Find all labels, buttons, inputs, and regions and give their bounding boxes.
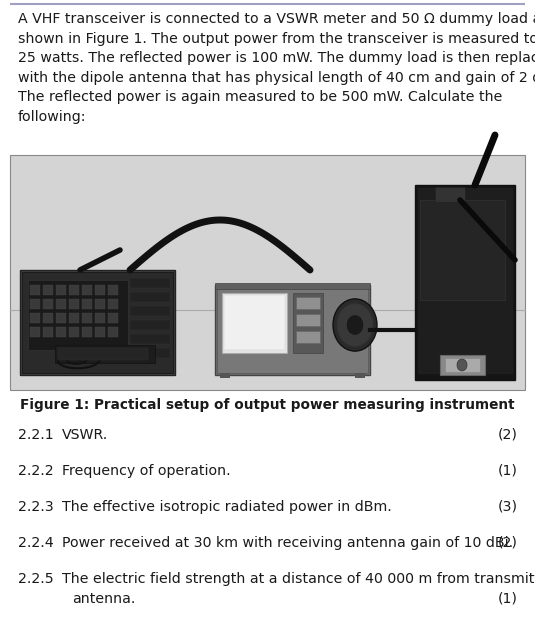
- Bar: [108, 285, 118, 295]
- Text: (1): (1): [498, 592, 518, 606]
- Text: (1): (1): [498, 464, 518, 478]
- Bar: [217, 287, 368, 373]
- Bar: [440, 355, 485, 375]
- Bar: [30, 313, 40, 323]
- Bar: [43, 327, 53, 337]
- Bar: [220, 373, 230, 378]
- Text: 2.2.3: 2.2.3: [18, 500, 54, 514]
- Bar: [296, 331, 320, 343]
- Bar: [56, 313, 66, 323]
- Bar: [82, 327, 92, 337]
- Bar: [69, 313, 79, 323]
- Bar: [130, 306, 170, 316]
- Bar: [22, 272, 173, 373]
- Bar: [296, 314, 320, 326]
- Text: 2.2.4: 2.2.4: [18, 536, 54, 550]
- Text: 2.2.1: 2.2.1: [18, 428, 54, 442]
- Bar: [108, 313, 118, 323]
- Text: VSWR.: VSWR.: [62, 428, 108, 442]
- Bar: [420, 200, 505, 300]
- Bar: [95, 299, 105, 309]
- Text: 2.2.2: 2.2.2: [18, 464, 54, 478]
- Bar: [43, 299, 53, 309]
- Bar: [56, 285, 66, 295]
- Bar: [95, 327, 105, 337]
- Bar: [10, 155, 525, 390]
- Bar: [95, 285, 105, 295]
- Bar: [56, 327, 66, 337]
- Text: A VHF transceiver is connected to a VSWR meter and 50 Ω dummy load as: A VHF transceiver is connected to a VSWR…: [18, 12, 535, 26]
- Bar: [224, 295, 285, 350]
- Bar: [43, 313, 53, 323]
- Bar: [30, 299, 40, 309]
- Bar: [445, 358, 480, 372]
- Bar: [58, 348, 148, 360]
- Circle shape: [333, 299, 377, 351]
- Text: with the dipole antenna that has physical length of 40 cm and gain of 2 dBd.: with the dipole antenna that has physica…: [18, 70, 535, 84]
- Bar: [130, 334, 170, 344]
- Circle shape: [347, 316, 363, 335]
- Bar: [95, 313, 105, 323]
- Bar: [435, 187, 465, 202]
- Text: (2): (2): [498, 428, 518, 442]
- Bar: [20, 270, 175, 375]
- Text: 2.2.5: 2.2.5: [18, 572, 54, 586]
- Bar: [130, 320, 170, 330]
- Bar: [296, 297, 320, 309]
- Bar: [222, 293, 287, 353]
- Bar: [215, 285, 370, 375]
- Bar: [415, 185, 515, 380]
- Text: The effective isotropic radiated power in dBm.: The effective isotropic radiated power i…: [62, 500, 392, 514]
- Text: (3): (3): [498, 500, 518, 514]
- Bar: [28, 280, 128, 350]
- Text: Figure 1: Practical setup of output power measuring instrument: Figure 1: Practical setup of output powe…: [20, 398, 514, 412]
- Bar: [69, 285, 79, 295]
- Text: The electric field strength at a distance of 40 000 m from transmitting: The electric field strength at a distanc…: [62, 572, 535, 586]
- Bar: [82, 313, 92, 323]
- Bar: [55, 345, 155, 363]
- Bar: [215, 283, 370, 289]
- Bar: [130, 278, 170, 288]
- Bar: [355, 373, 365, 378]
- Text: The reflected power is again measured to be 500 mW. Calculate the: The reflected power is again measured to…: [18, 90, 502, 104]
- Bar: [108, 327, 118, 337]
- Text: Frequency of operation.: Frequency of operation.: [62, 464, 231, 478]
- Bar: [69, 299, 79, 309]
- Text: antenna.: antenna.: [72, 592, 135, 606]
- Bar: [43, 285, 53, 295]
- Bar: [82, 299, 92, 309]
- Bar: [293, 293, 323, 353]
- Bar: [30, 285, 40, 295]
- Text: following:: following:: [18, 109, 87, 123]
- Circle shape: [337, 304, 373, 346]
- Text: Power received at 30 km with receiving antenna gain of 10 dBi.: Power received at 30 km with receiving a…: [62, 536, 513, 550]
- Bar: [56, 299, 66, 309]
- Bar: [69, 327, 79, 337]
- Bar: [30, 327, 40, 337]
- Bar: [108, 299, 118, 309]
- Bar: [82, 285, 92, 295]
- Bar: [418, 188, 512, 373]
- Text: 25 watts. The reflected power is 100 mW. The dummy load is then replaced: 25 watts. The reflected power is 100 mW.…: [18, 51, 535, 65]
- Circle shape: [457, 359, 467, 371]
- Bar: [130, 348, 170, 358]
- Bar: [130, 292, 170, 302]
- Text: shown in Figure 1. The output power from the transceiver is measured to be: shown in Figure 1. The output power from…: [18, 32, 535, 46]
- Text: (2): (2): [498, 536, 518, 550]
